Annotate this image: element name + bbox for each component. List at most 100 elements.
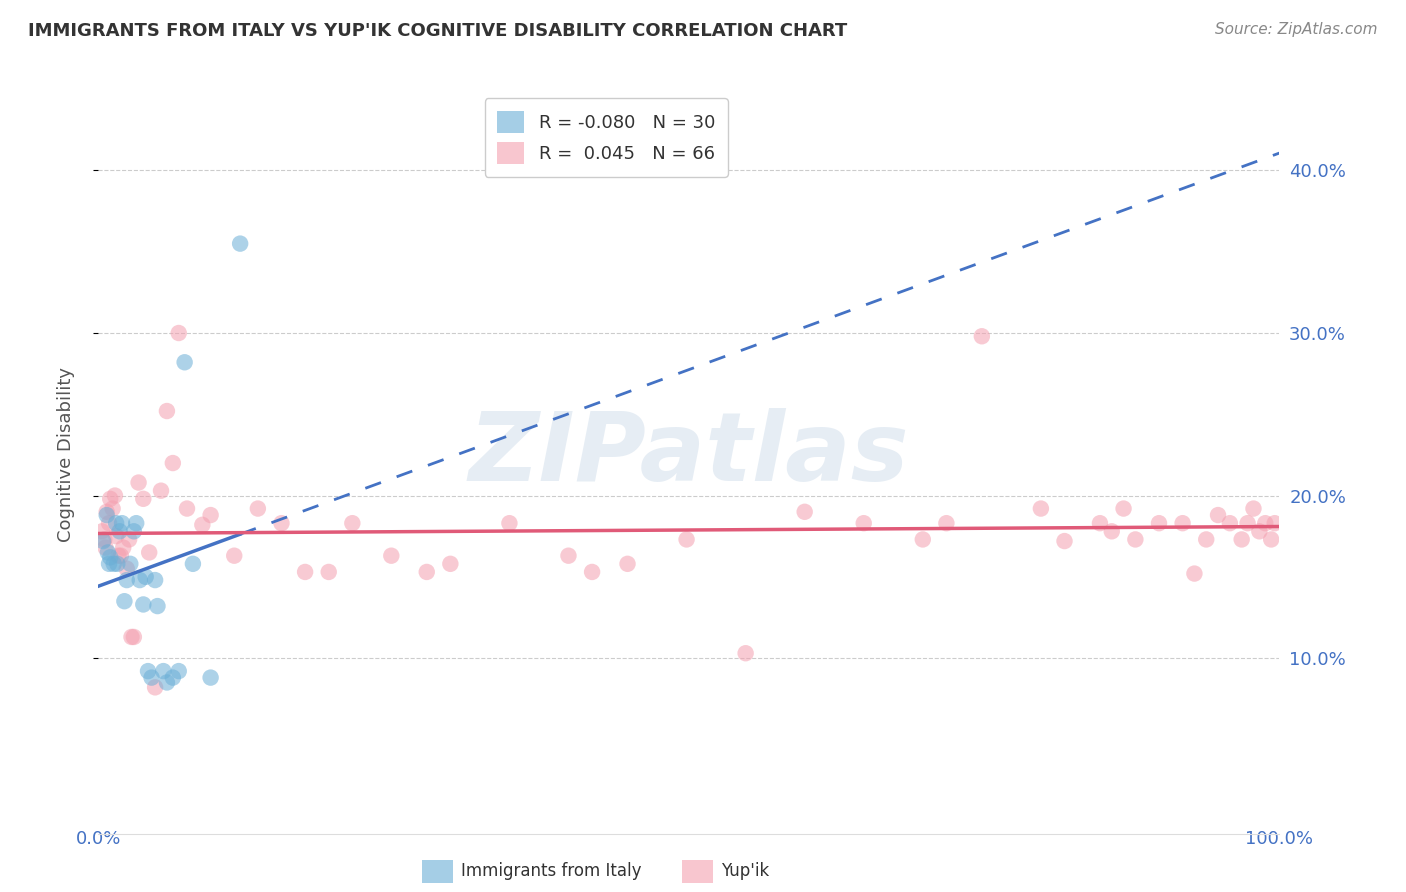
Point	[91, 534, 114, 549]
Point	[1147, 516, 1170, 531]
Point	[557, 549, 579, 563]
Point	[110, 549, 132, 563]
Point	[115, 573, 138, 587]
Point	[104, 489, 127, 503]
Text: Yup'ik: Yup'ik	[721, 863, 769, 880]
Text: Source: ZipAtlas.com: Source: ZipAtlas.com	[1215, 22, 1378, 37]
Point	[1029, 501, 1052, 516]
Point	[167, 664, 190, 678]
Point	[1243, 501, 1265, 516]
Point	[152, 664, 174, 678]
Point	[111, 516, 134, 531]
Point	[1125, 533, 1147, 547]
Point	[1254, 516, 1277, 531]
Point	[98, 550, 121, 565]
Point	[156, 675, 179, 690]
Point	[498, 516, 520, 531]
Point	[181, 557, 204, 571]
Point	[122, 630, 145, 644]
Point	[128, 573, 150, 587]
Point	[98, 516, 121, 531]
Point	[162, 456, 184, 470]
Legend: R = -0.080   N = 30, R =  0.045   N = 66: R = -0.080 N = 30, R = 0.045 N = 66	[485, 98, 728, 177]
Point	[581, 565, 603, 579]
Point	[1101, 524, 1123, 539]
Text: ZIPatlas: ZIPatlas	[468, 409, 910, 501]
Point	[224, 549, 246, 563]
Point	[121, 630, 143, 644]
Point	[135, 570, 157, 584]
Point	[118, 533, 141, 547]
Point	[107, 549, 129, 563]
Point	[270, 516, 292, 531]
Point	[94, 541, 117, 555]
Point	[167, 326, 190, 340]
Point	[675, 533, 697, 547]
Point	[416, 565, 439, 579]
Point	[136, 664, 159, 678]
Point	[115, 562, 138, 576]
Point	[96, 508, 118, 522]
Point	[439, 557, 461, 571]
Point	[122, 524, 145, 539]
Point	[96, 505, 118, 519]
Point	[1184, 566, 1206, 581]
Point	[229, 236, 252, 251]
Point	[98, 491, 121, 506]
Point	[146, 599, 169, 613]
Point	[342, 516, 364, 531]
Point	[1195, 533, 1218, 547]
Point	[105, 516, 128, 531]
Point	[1230, 533, 1253, 547]
Point	[132, 598, 155, 612]
Point	[911, 533, 934, 547]
Point	[91, 524, 114, 539]
Point	[1171, 516, 1194, 531]
Point	[1236, 516, 1258, 531]
Point	[103, 557, 125, 571]
Point	[128, 475, 150, 490]
Point	[246, 501, 269, 516]
Point	[1260, 533, 1282, 547]
Point	[101, 501, 124, 516]
Point	[143, 681, 166, 695]
Point	[176, 501, 198, 516]
Point	[734, 646, 756, 660]
Y-axis label: Cognitive Disability: Cognitive Disability	[56, 368, 75, 542]
Point	[132, 491, 155, 506]
Point	[141, 671, 163, 685]
Point	[97, 545, 120, 559]
Point	[294, 565, 316, 579]
Point	[105, 557, 128, 571]
Point	[150, 483, 173, 498]
Text: IMMIGRANTS FROM ITALY VS YUP'IK COGNITIVE DISABILITY CORRELATION CHART: IMMIGRANTS FROM ITALY VS YUP'IK COGNITIV…	[28, 22, 848, 40]
Point	[98, 557, 121, 571]
Point	[1249, 524, 1271, 539]
Point	[93, 533, 115, 547]
Point	[1206, 508, 1229, 522]
Point	[793, 505, 815, 519]
Point	[1088, 516, 1111, 531]
Point	[200, 671, 222, 685]
Point	[200, 508, 222, 522]
Point	[173, 355, 195, 369]
Point	[380, 549, 402, 563]
Point	[105, 529, 128, 543]
Point	[935, 516, 957, 531]
Point	[112, 541, 135, 555]
Point	[616, 557, 638, 571]
Point	[108, 524, 131, 539]
Point	[138, 545, 160, 559]
Point	[1053, 534, 1076, 549]
Point	[1219, 516, 1241, 531]
Point	[318, 565, 340, 579]
Point	[852, 516, 875, 531]
Point	[120, 557, 142, 571]
Point	[970, 329, 993, 343]
Point	[125, 516, 148, 531]
Point	[112, 594, 135, 608]
Point	[1264, 516, 1286, 531]
Text: Immigrants from Italy: Immigrants from Italy	[461, 863, 641, 880]
Point	[191, 517, 214, 532]
Point	[162, 671, 184, 685]
